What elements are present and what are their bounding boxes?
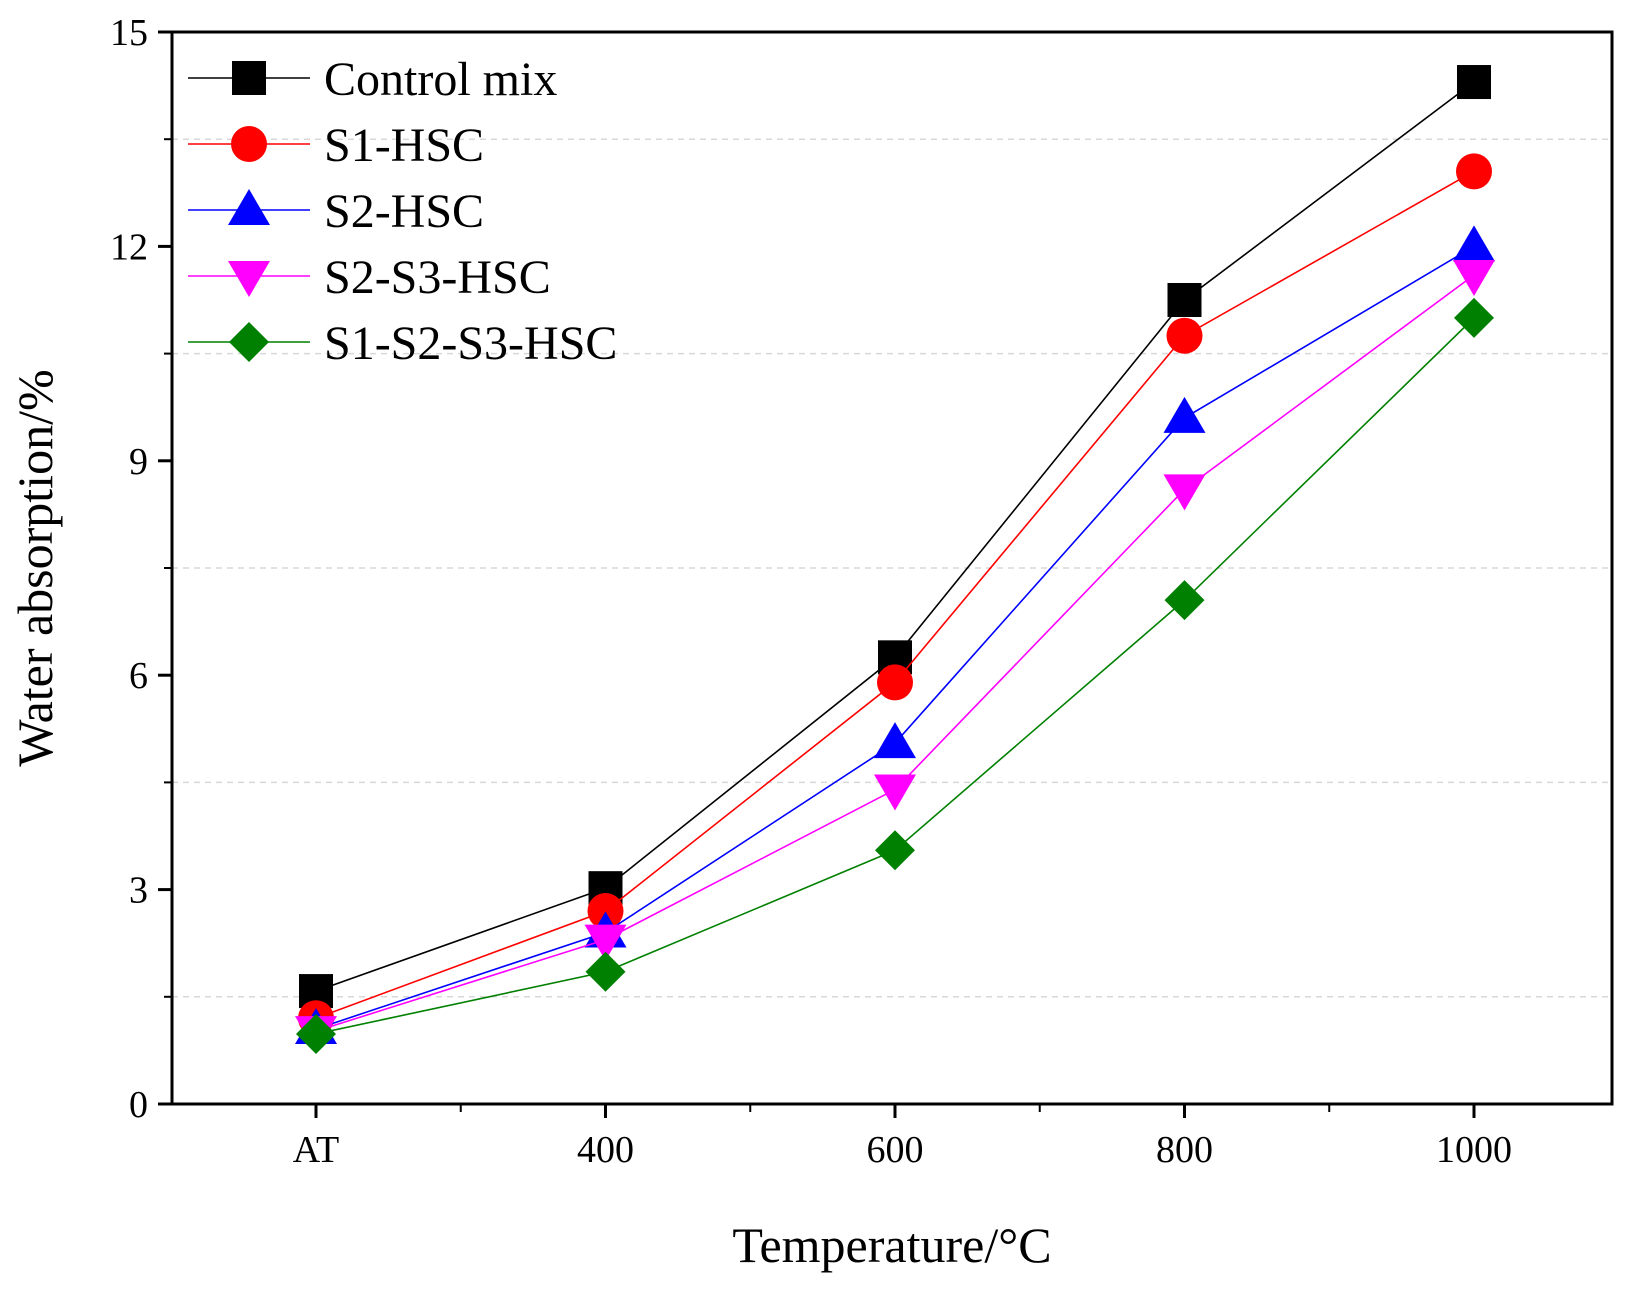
y-tick-label: 9 — [129, 441, 148, 483]
legend-label: Control mix — [324, 53, 557, 106]
data-point — [1167, 283, 1202, 317]
x-tick-label: 600 — [867, 1129, 924, 1171]
data-point — [1453, 225, 1495, 262]
axes: 0 3 6 9 12 15 AT 400 600 800 1000 — [110, 12, 1512, 1171]
y-tick-label: 0 — [129, 1084, 148, 1126]
x-tick-label: AT — [293, 1129, 339, 1171]
data-point — [585, 951, 626, 992]
data-point — [1457, 65, 1491, 100]
legend-label: S2-HSC — [324, 185, 484, 238]
data-point — [1164, 580, 1205, 621]
data-point — [875, 830, 915, 871]
legend-marker — [228, 261, 270, 297]
data-point — [1163, 474, 1206, 511]
legend-marker — [231, 126, 267, 162]
y-tick-label: 12 — [110, 226, 148, 268]
data-point — [874, 722, 916, 759]
legend-label: S2-S3-HSC — [324, 251, 551, 304]
y-tick-label: 6 — [129, 655, 148, 697]
legend-label: S1-HSC — [324, 119, 484, 172]
data-point — [1454, 297, 1494, 338]
legend-marker — [228, 189, 270, 225]
y-tick-label: 15 — [110, 12, 148, 54]
legend-marker — [229, 322, 269, 362]
y-axis-title: Water absorption/% — [7, 369, 63, 766]
data-point — [877, 664, 913, 701]
series-S1-S2-S3-HSC — [296, 297, 1494, 1054]
data-point — [296, 1013, 336, 1054]
legend: Control mix S1-HSC S2-HSC S2-S3-HSC S1-S2-S3… — [188, 53, 617, 370]
legend-label: S1-S2-S3-HSC — [324, 317, 617, 370]
series-layer — [295, 65, 1495, 1054]
x-tick-label: 400 — [577, 1129, 634, 1171]
data-point — [584, 924, 627, 961]
y-tick-label: 3 — [129, 870, 148, 912]
data-point — [1453, 259, 1495, 296]
data-point — [1456, 153, 1492, 190]
x-tick-label: 1000 — [1436, 1129, 1512, 1171]
data-point — [1163, 396, 1206, 433]
x-tick-label: 800 — [1156, 1129, 1213, 1171]
x-axis-title: Temperature/°C — [732, 1217, 1051, 1273]
data-point — [1166, 317, 1203, 354]
data-point — [874, 774, 916, 811]
legend-marker — [232, 61, 266, 95]
data-point — [587, 893, 624, 930]
